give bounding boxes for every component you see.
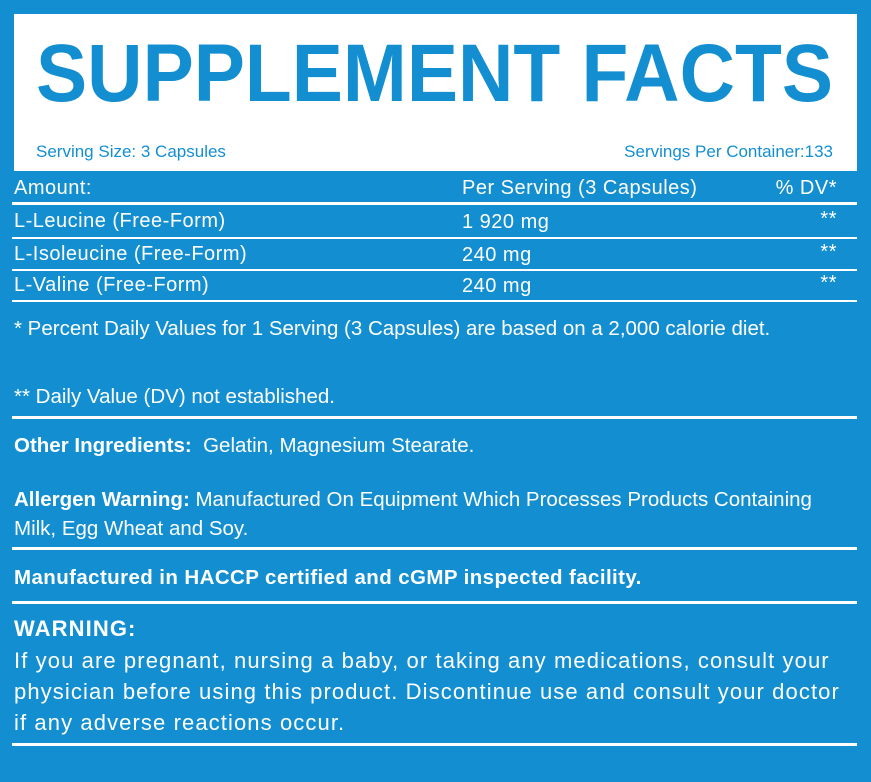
column-header: Amount:: [14, 177, 92, 199]
text: Gelatin, Magnesium Stearate.: [203, 434, 475, 457]
divider: [12, 202, 857, 205]
label: Other Ingredients:: [14, 434, 192, 457]
row-name: L-Isoleucine (Free-Form): [14, 243, 248, 265]
divider: [12, 300, 857, 302]
row-amount: 240 mg: [462, 275, 532, 297]
divider: [12, 416, 857, 419]
other-ingredients: Other Ingredients: Gelatin, Magnesium St…: [14, 430, 474, 461]
title: SUPPLEMENT FACTS: [36, 28, 833, 119]
row-name: L-Valine (Free-Form): [14, 274, 210, 296]
text: Manufactured On Equipment Which Processe…: [14, 488, 812, 540]
manufacturing: Manufactured in HACCP certified and cGMP…: [14, 566, 642, 589]
row-amount: 240 mg: [462, 244, 532, 266]
footnote: * Percent Daily Values for 1 Serving (3 …: [14, 317, 771, 340]
footnote: ** Daily Value (DV) not established.: [14, 385, 335, 408]
row-name: L-Leucine (Free-Form): [14, 210, 226, 232]
warning-title: WARNING:: [14, 616, 137, 641]
divider: [12, 601, 857, 604]
divider: [12, 743, 857, 746]
servings-per-container: Servings Per Container:133: [624, 142, 833, 161]
row-dv: **: [820, 241, 837, 263]
allergen-warning: Allergen Warning: Manufactured On Equipm…: [14, 485, 854, 543]
column-header: % DV*: [775, 177, 837, 199]
serving-size: Serving Size: 3 Capsules: [36, 142, 226, 161]
title-svg: SUPPLEMENT FACTS: [36, 28, 833, 119]
header-box: SUPPLEMENT FACTS Serving Size: 3 Capsule…: [14, 14, 857, 171]
warning-text: If you are pregnant, nursing a baby, or …: [14, 648, 840, 735]
divider: [12, 547, 857, 550]
row-amount: 1 920 mg: [462, 211, 550, 233]
row-dv: **: [820, 272, 837, 294]
divider: [12, 269, 857, 271]
row-dv: **: [820, 208, 837, 230]
label: Allergen Warning:: [14, 488, 190, 511]
column-header: Per Serving (3 Capsules): [462, 177, 698, 199]
divider: [12, 237, 857, 239]
